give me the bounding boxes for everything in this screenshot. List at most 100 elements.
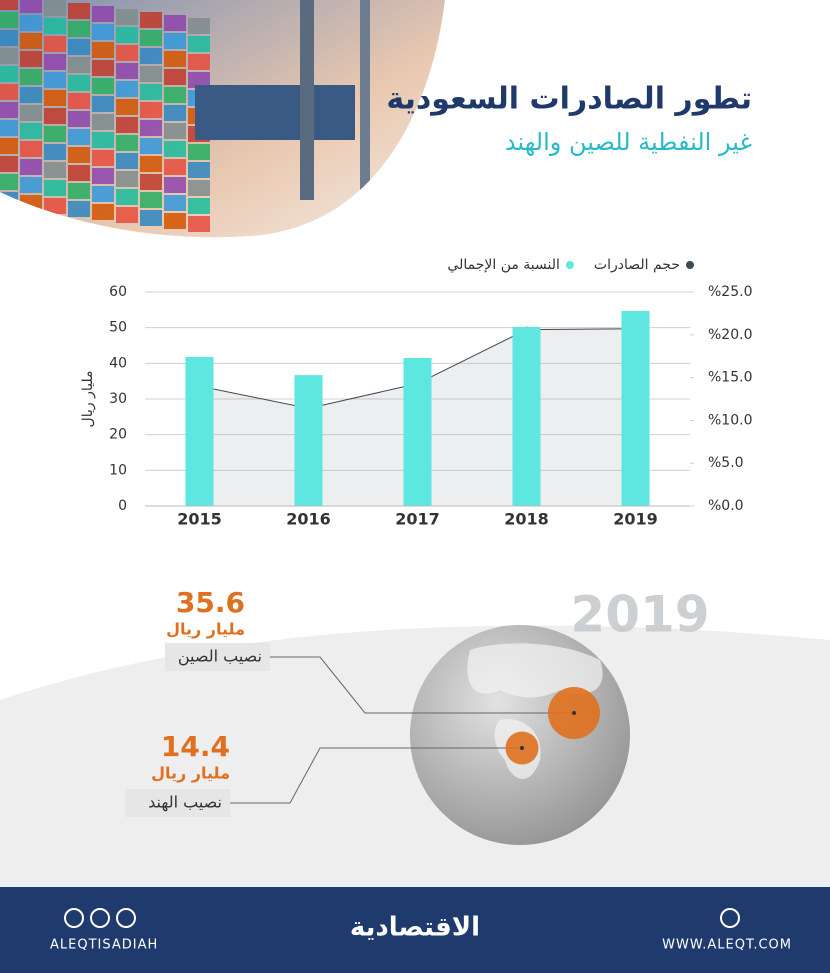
container bbox=[20, 123, 42, 139]
container bbox=[188, 216, 210, 232]
container bbox=[0, 0, 18, 10]
bar bbox=[403, 357, 432, 506]
highlight-label: نصيب الصين bbox=[178, 647, 262, 667]
highlight-label: نصيب الهند bbox=[148, 793, 222, 813]
container bbox=[188, 36, 210, 52]
container bbox=[140, 174, 162, 190]
container bbox=[164, 87, 186, 103]
y2-tick-label: %25.0 bbox=[708, 284, 752, 300]
footer-website: WWW.ALEQT.COM bbox=[662, 938, 792, 953]
container bbox=[44, 72, 66, 88]
container bbox=[164, 123, 186, 139]
container bbox=[0, 66, 18, 82]
container bbox=[188, 162, 210, 178]
container bbox=[92, 60, 114, 76]
title: تطور الصادرات السعودية bbox=[386, 82, 752, 117]
container bbox=[0, 120, 18, 136]
container bbox=[0, 12, 18, 28]
x-tick-label: 2018 bbox=[504, 510, 549, 529]
container bbox=[44, 90, 66, 106]
container bbox=[92, 186, 114, 202]
container bbox=[68, 57, 90, 73]
container bbox=[140, 138, 162, 154]
label-box bbox=[125, 789, 230, 817]
container bbox=[140, 120, 162, 136]
container bbox=[20, 87, 42, 103]
container bbox=[44, 162, 66, 178]
continent bbox=[467, 643, 603, 698]
highlight-value: 35.6 bbox=[176, 586, 245, 619]
container bbox=[188, 18, 210, 34]
highlight-unit: مليار ريال bbox=[166, 620, 245, 639]
container bbox=[116, 153, 138, 169]
container bbox=[164, 159, 186, 175]
container bbox=[68, 183, 90, 199]
y2-tick-label: %20.0 bbox=[708, 327, 752, 343]
legend-label: النسبة من الإجمالي bbox=[447, 257, 559, 273]
container bbox=[188, 198, 210, 214]
container bbox=[20, 15, 42, 31]
container bbox=[92, 150, 114, 166]
container bbox=[92, 96, 114, 112]
x-tick-label: 2019 bbox=[613, 510, 658, 529]
container bbox=[20, 33, 42, 49]
footer-bar bbox=[0, 887, 830, 973]
container bbox=[68, 3, 90, 19]
container bbox=[44, 54, 66, 70]
container bbox=[92, 204, 114, 220]
container bbox=[116, 99, 138, 115]
container bbox=[140, 210, 162, 226]
container bbox=[116, 63, 138, 79]
container bbox=[44, 180, 66, 196]
subtitle: غير النفطية للصين والهند bbox=[505, 128, 752, 156]
highlight-unit: مليار ريال bbox=[151, 764, 230, 783]
container bbox=[164, 141, 186, 157]
hanging-container bbox=[195, 85, 355, 140]
container bbox=[68, 21, 90, 37]
y-tick-label: 50 bbox=[109, 320, 127, 336]
container bbox=[68, 39, 90, 55]
container bbox=[68, 111, 90, 127]
container bbox=[44, 198, 66, 214]
container bbox=[44, 108, 66, 124]
container bbox=[164, 33, 186, 49]
y-tick-label: 30 bbox=[109, 391, 127, 407]
container bbox=[140, 192, 162, 208]
container bbox=[0, 84, 18, 100]
container bbox=[164, 195, 186, 211]
container bbox=[0, 174, 18, 190]
container bbox=[44, 18, 66, 34]
y-tick-label: 40 bbox=[109, 355, 127, 371]
crane bbox=[360, 0, 370, 220]
leader-line bbox=[270, 656, 574, 714]
container bbox=[116, 9, 138, 25]
container bbox=[20, 177, 42, 193]
crane bbox=[300, 0, 314, 200]
container bbox=[0, 156, 18, 172]
container bbox=[116, 189, 138, 205]
container bbox=[116, 171, 138, 187]
container bbox=[140, 84, 162, 100]
container bbox=[20, 159, 42, 175]
container bbox=[0, 48, 18, 64]
bubble-center bbox=[572, 711, 576, 715]
y2-tick-label: %15.0 bbox=[708, 370, 752, 386]
container bbox=[44, 0, 66, 16]
container bbox=[164, 51, 186, 67]
container bbox=[116, 27, 138, 43]
container bbox=[68, 147, 90, 163]
container bbox=[0, 102, 18, 118]
container bbox=[140, 30, 162, 46]
container bbox=[116, 135, 138, 151]
bar bbox=[294, 375, 323, 506]
container bbox=[140, 12, 162, 28]
container bbox=[0, 138, 18, 154]
container bbox=[188, 180, 210, 196]
legend-marker bbox=[686, 261, 694, 269]
social-icon bbox=[90, 908, 110, 928]
highlight-year: 2019 bbox=[570, 586, 709, 644]
container bbox=[0, 30, 18, 46]
legend-marker bbox=[565, 261, 574, 269]
container bbox=[20, 105, 42, 121]
container bbox=[44, 36, 66, 52]
